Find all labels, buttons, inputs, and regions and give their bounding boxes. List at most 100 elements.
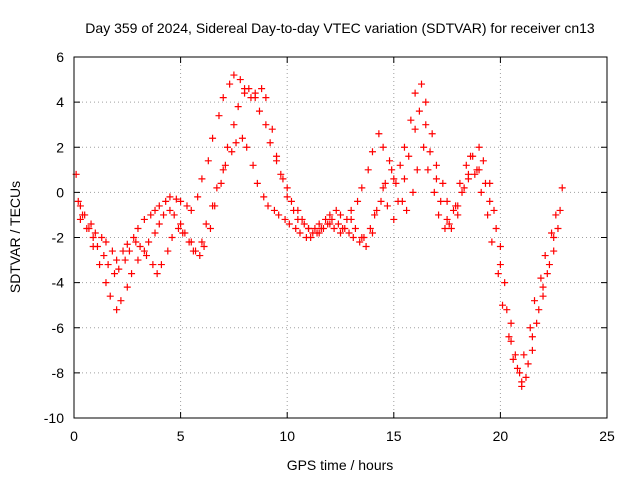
- data-point: [123, 240, 131, 248]
- data-point: [224, 143, 232, 151]
- data-point: [381, 179, 389, 187]
- data-point: [273, 157, 281, 165]
- axis-ticks: [73, 56, 608, 419]
- data-point: [113, 256, 121, 264]
- data-point: [211, 202, 219, 210]
- data-point: [403, 206, 411, 214]
- data-point: [74, 197, 82, 205]
- data-point: [166, 193, 174, 201]
- data-point: [360, 234, 368, 241]
- data-point: [149, 261, 157, 269]
- data-point: [424, 166, 432, 174]
- x-tick-label: 5: [177, 428, 185, 444]
- data-point: [383, 202, 391, 210]
- data-point: [558, 184, 566, 192]
- data-point: [219, 94, 227, 102]
- data-point: [298, 215, 306, 223]
- data-point: [230, 121, 238, 129]
- data-point: [322, 215, 330, 223]
- data-point: [528, 333, 536, 341]
- data-point: [400, 143, 408, 151]
- data-point: [198, 238, 206, 246]
- data-point: [494, 270, 502, 278]
- data-point: [155, 202, 163, 210]
- data-point: [166, 206, 174, 214]
- data-point: [172, 195, 180, 203]
- data-point: [516, 369, 524, 377]
- data-point: [260, 193, 268, 201]
- data-point: [162, 197, 170, 205]
- data-point: [251, 94, 259, 102]
- data-point: [196, 252, 204, 260]
- data-point: [368, 148, 376, 156]
- data-point: [492, 224, 500, 232]
- data-point: [277, 170, 285, 178]
- data-point: [238, 134, 246, 142]
- data-point: [174, 224, 182, 232]
- y-tick-label: -2: [52, 230, 65, 246]
- data-point: [307, 234, 315, 241]
- data-point: [330, 224, 338, 232]
- data-point: [183, 202, 191, 210]
- data-point: [89, 234, 97, 241]
- data-point: [215, 112, 223, 120]
- data-point: [151, 206, 159, 214]
- data-point: [496, 243, 504, 251]
- data-point: [275, 211, 283, 219]
- data-point: [509, 355, 517, 363]
- data-point: [486, 179, 494, 187]
- data-point: [134, 256, 142, 264]
- y-tick-label: 6: [56, 49, 64, 65]
- data-point: [255, 107, 263, 115]
- data-point: [362, 243, 370, 251]
- data-point: [462, 161, 470, 169]
- data-point: [202, 220, 210, 228]
- data-point: [283, 184, 291, 192]
- data-point: [407, 116, 415, 124]
- data-point: [311, 224, 319, 232]
- y-axis-label: SDTVAR / TECUs: [7, 181, 23, 293]
- data-point: [400, 175, 408, 183]
- data-point: [471, 170, 479, 178]
- data-point: [111, 270, 119, 278]
- series-track-3: [76, 134, 566, 377]
- y-tick-label: -4: [52, 275, 65, 291]
- data-point: [189, 247, 197, 255]
- y-tick-label: -6: [52, 320, 65, 336]
- data-point: [305, 224, 313, 232]
- x-tick-labels: 0 5 10 15 20 25: [70, 428, 615, 444]
- data-point: [358, 184, 366, 192]
- data-point: [157, 261, 165, 269]
- data-point: [332, 206, 340, 214]
- data-point: [539, 283, 547, 291]
- data-point: [518, 382, 526, 390]
- data-point: [548, 229, 556, 237]
- data-point: [142, 252, 150, 260]
- data-point: [501, 279, 509, 287]
- data-point: [545, 261, 553, 269]
- data-point: [253, 179, 261, 187]
- data-point: [153, 270, 161, 278]
- y-tick-label: 0: [56, 184, 64, 200]
- data-point: [390, 175, 398, 183]
- y-tick-labels: -10 -8 -6 -4 -2 0 2 4 6: [44, 49, 64, 426]
- data-point: [283, 193, 291, 201]
- data-point: [458, 188, 466, 196]
- data-point: [187, 206, 195, 214]
- data-point: [524, 360, 532, 368]
- data-point: [160, 211, 168, 219]
- data-point: [268, 125, 276, 133]
- data-point: [447, 224, 455, 232]
- data-point: [535, 306, 543, 314]
- data-point: [130, 234, 138, 241]
- data-point: [356, 238, 364, 246]
- series-track-2: [74, 85, 562, 390]
- data-point: [443, 215, 451, 223]
- data-point: [473, 166, 481, 174]
- data-point: [507, 319, 515, 327]
- data-point: [386, 157, 394, 165]
- data-point: [418, 80, 426, 88]
- data-point: [539, 292, 547, 300]
- data-point: [486, 197, 494, 205]
